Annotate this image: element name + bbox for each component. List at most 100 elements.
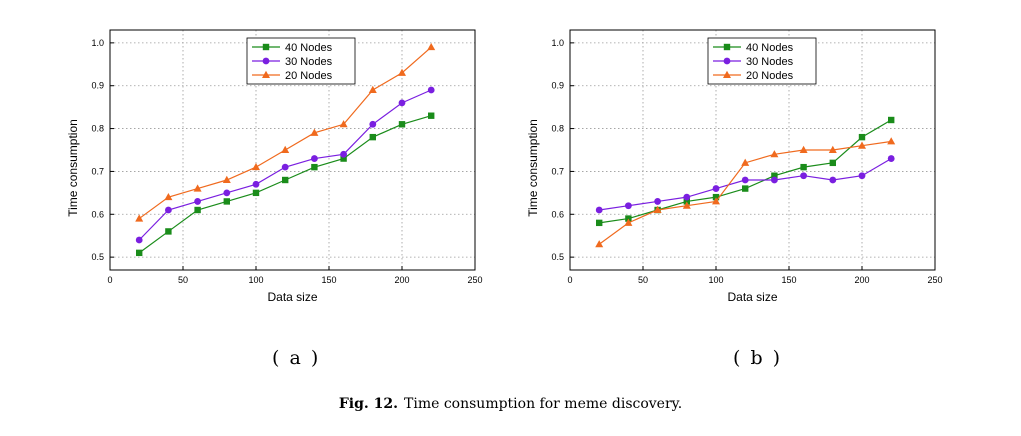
data-point [136,249,143,257]
data-point [625,215,632,222]
series-30-nodes [595,155,895,214]
data-point [282,176,289,184]
x-tick-label: 50 [178,275,188,285]
figure-charts: 0 50 100 150 200 250 0.5 0.6 0.7 0.8 0.9 1.0 Data si… [66,29,943,304]
series-20-nodes [135,42,436,222]
data-point [281,163,289,171]
legend-label: 20 Nodes [746,70,794,82]
data-point [398,68,406,76]
data-point [398,99,406,107]
x-tick-label: 200 [394,275,409,285]
data-point [427,86,435,94]
series-30-nodes [135,86,435,244]
data-point [252,162,260,171]
data-point [596,219,603,227]
y-tick-label: 0.5 [551,252,564,262]
data-point [858,172,866,180]
y-tick-label: 0.8 [91,124,104,134]
data-point [712,185,720,192]
series-40-nodes [136,112,435,257]
figure-number: Fig. 12. [338,396,398,412]
data-point [222,175,231,183]
legend-marker [262,57,270,65]
legend-marker [723,57,731,65]
x-tick-label: 250 [927,275,942,285]
data-point [771,172,778,179]
data-point [887,137,896,145]
data-point [712,193,720,201]
data-point [683,198,690,205]
data-point [653,205,662,213]
y-axis-label: Time consumption [526,119,540,217]
x-axis-label: Data size [267,290,317,304]
data-point [829,159,836,167]
data-point [829,176,837,184]
data-point [770,150,779,158]
data-point [310,128,319,136]
legend-label: 40 Nodes [285,42,333,54]
data-point [252,189,260,197]
figure-caption: Fig. 12. Time consumption for meme discov… [0,396,1021,412]
data-point [858,133,866,141]
legend-marker [723,43,731,51]
data-point [682,201,691,209]
panel-label-a: ( a ) [272,347,321,369]
data-point [281,145,290,153]
legend-marker [723,70,731,78]
series-line [598,140,892,245]
data-point [194,198,202,205]
legend-marker [262,43,270,51]
y-tick-label: 0.9 [91,81,104,91]
legend-label: 40 Nodes [746,42,794,54]
data-point [165,206,172,214]
data-point [595,240,604,248]
y-tick-label: 0.5 [91,252,104,262]
data-point [193,184,202,192]
data-point [800,163,807,171]
x-tick-label: 0 [567,275,572,285]
x-tick-label: 100 [248,275,263,285]
data-point [888,116,895,124]
data-point [654,198,661,205]
y-tick-label: 1.0 [551,38,564,48]
chart-a: 0 50 100 150 200 250 0.5 0.6 0.7 0.8 0.9 1.0 Data si… [66,29,483,304]
legend: 40 Nodes 30 Nodes 20 Nodes [707,37,817,85]
x-tick-label: 100 [708,275,723,285]
x-tick-label: 250 [467,275,482,285]
data-point [683,193,691,201]
data-point [135,214,144,222]
data-point [135,236,143,244]
data-point [311,155,318,162]
legend: 40 Nodes 30 Nodes 20 Nodes [246,37,356,85]
data-point [428,112,435,119]
data-point [858,141,866,149]
x-axis-label: Data size [727,290,777,304]
chart-b: 0 50 100 150 200 250 0.5 0.6 0.7 0.8 0.9 1.0 Data si… [526,29,943,304]
data-point [828,145,837,153]
data-point [398,121,406,128]
y-tick-label: 0.8 [551,124,564,134]
plot-frame [569,29,936,271]
y-tick-label: 0.6 [91,209,104,219]
data-point [741,158,750,166]
data-point [368,85,377,93]
x-tick-label: 50 [638,275,648,285]
data-point [427,42,436,51]
plot-frame [109,29,476,271]
data-point [624,218,633,226]
data-point [223,189,231,197]
data-point [742,185,749,192]
legend-marker [262,70,270,78]
data-point [712,197,720,205]
data-point [741,176,749,184]
y-tick-label: 0.7 [91,166,104,176]
y-axis-label: Time consumption [66,119,80,217]
data-point [165,228,172,235]
data-point [625,202,632,210]
data-point [164,192,173,201]
y-tick-label: 0.7 [551,166,564,176]
y-tick-label: 0.9 [551,81,564,91]
legend-label: 30 Nodes [746,56,794,68]
caption-text: Time consumption for meme discovery. [404,396,683,412]
data-point [887,155,895,162]
